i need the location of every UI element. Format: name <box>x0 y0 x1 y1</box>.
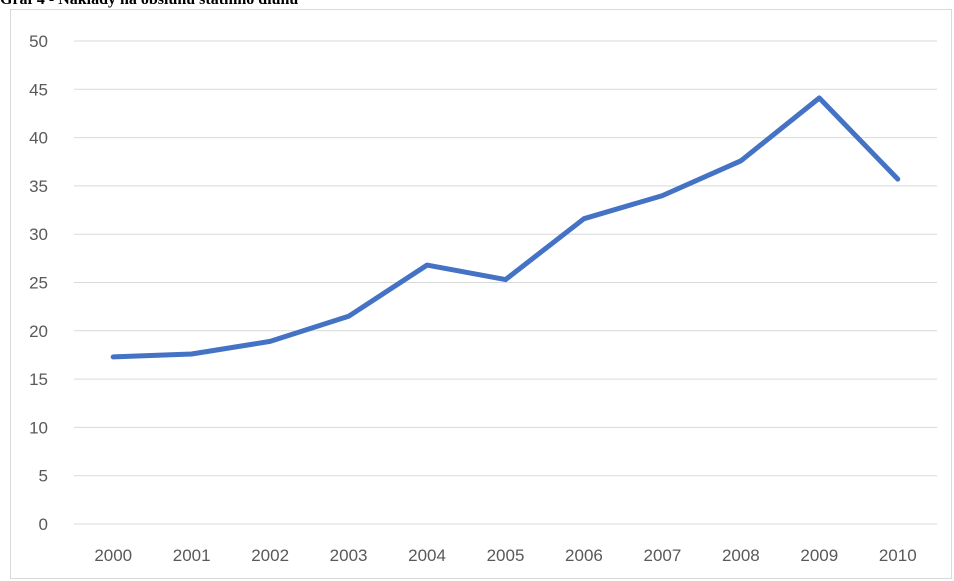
x-tick-label: 2004 <box>408 546 446 565</box>
x-axis-tick-labels: 2000 2001 2002 2003 2004 2005 2006 2007 2008 2009… <box>94 546 916 565</box>
series-group <box>110 95 901 360</box>
x-tick-label: 2008 <box>722 546 760 565</box>
y-tick-label: 30 <box>29 225 48 244</box>
y-tick-label: 35 <box>29 177 48 196</box>
y-tick-label: 40 <box>29 129 48 148</box>
gridlines <box>74 40 937 525</box>
y-axis-tick-labels: 0 5 10 15 20 25 30 35 40 45 50 <box>29 32 48 534</box>
y-tick-label: 15 <box>29 370 48 389</box>
y-tick-label: 10 <box>29 418 48 437</box>
x-tick-label: 2001 <box>173 546 211 565</box>
y-tick-label: 20 <box>29 322 48 341</box>
x-tick-label: 2010 <box>879 546 917 565</box>
x-tick-label: 2000 <box>94 546 132 565</box>
x-tick-label: 2007 <box>643 546 681 565</box>
y-tick-label: 25 <box>29 274 48 293</box>
x-tick-label: 2005 <box>487 546 525 565</box>
y-tick-label: 50 <box>29 32 48 51</box>
x-tick-label: 2003 <box>330 546 368 565</box>
y-tick-label: 0 <box>39 515 48 534</box>
chart-caption: Graf 4 - Náklady na obsluhu státního dlu… <box>0 0 298 9</box>
x-tick-label: 2009 <box>800 546 838 565</box>
y-tick-label: 5 <box>39 467 48 486</box>
series-line <box>110 95 901 360</box>
y-tick-label: 45 <box>29 80 48 99</box>
chart-frame <box>10 9 952 579</box>
x-tick-label: 2006 <box>565 546 603 565</box>
x-tick-label: 2002 <box>251 546 289 565</box>
